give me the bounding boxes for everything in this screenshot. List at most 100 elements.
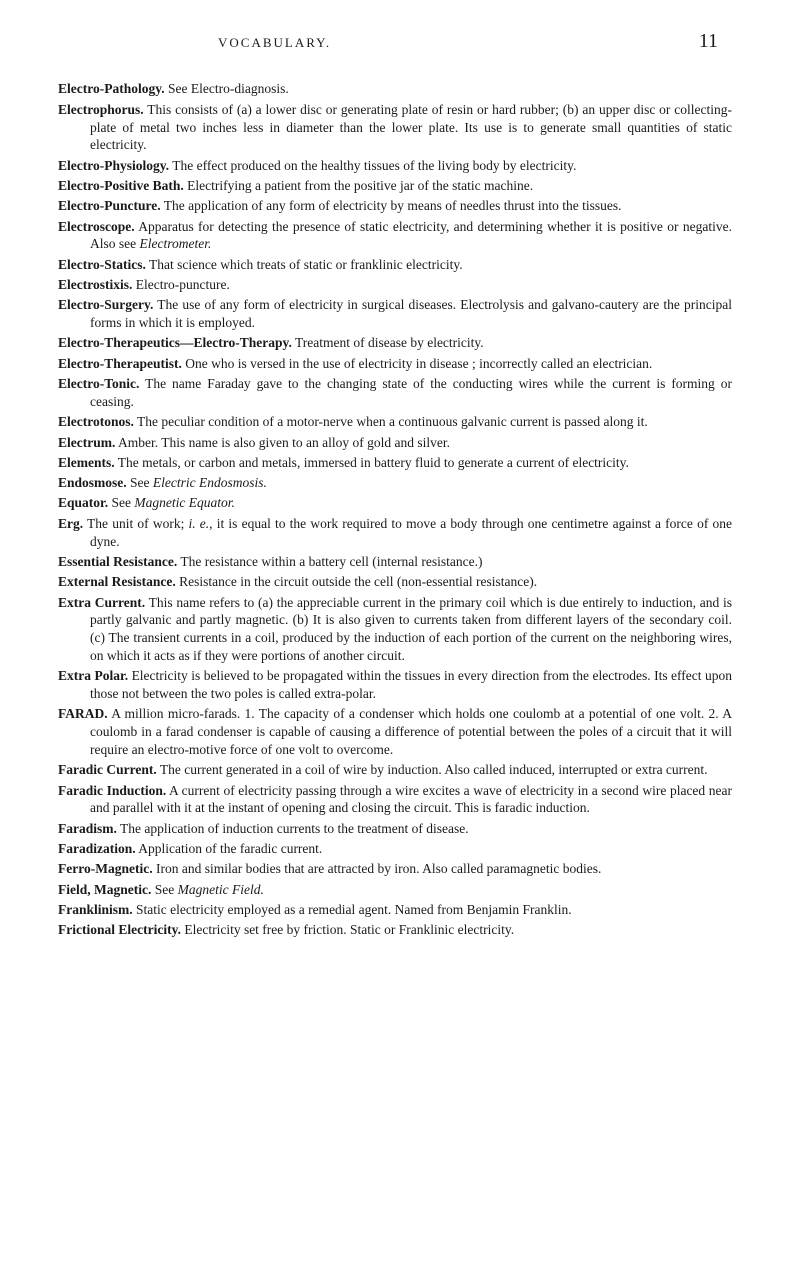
- entry-body: Static electricity employed as a remedia…: [133, 902, 572, 917]
- entry-term: Electroscope.: [58, 219, 135, 234]
- vocabulary-entry: Endosmose. See Electric Endosmosis.: [58, 474, 732, 492]
- entry-term: Endosmose.: [58, 475, 127, 490]
- vocabulary-entry: Electro-Positive Bath. Electrifying a pa…: [58, 177, 732, 195]
- entry-term: Faradic Induction.: [58, 783, 166, 798]
- vocabulary-entry: Electro-Puncture. The application of any…: [58, 197, 732, 215]
- entry-term: Electro-Surgery.: [58, 297, 153, 312]
- entry-body: The peculiar condition of a motor-nerve …: [134, 414, 648, 429]
- entry-body: Resistance in the circuit outside the ce…: [176, 574, 537, 589]
- vocabulary-entry: Elements. The metals, or carbon and meta…: [58, 454, 732, 472]
- vocabulary-entry: Electrophorus. This consists of (a) a lo…: [58, 101, 732, 154]
- entry-term: Extra Polar.: [58, 668, 128, 683]
- entry-term: FARAD.: [58, 706, 108, 721]
- vocabulary-entry: Electro-Physiology. The effect produced …: [58, 157, 732, 175]
- entry-body: Iron and similar bodies that are attract…: [153, 861, 602, 876]
- entry-body: Electrifying a patient from the positive…: [184, 178, 533, 193]
- entry-body: Treatment of disease by electricity.: [292, 335, 484, 350]
- vocabulary-entry: Electrostixis. Electro-puncture.: [58, 276, 732, 294]
- entry-body: A million micro-farads. 1. The capacity …: [90, 706, 732, 757]
- entry-term: Essential Resistance.: [58, 554, 177, 569]
- entry-term: Electrostixis.: [58, 277, 132, 292]
- entry-term: Electro-Therapeutics—Electro-Therapy.: [58, 335, 292, 350]
- running-head: VOCABULARY.: [218, 34, 331, 51]
- entry-body: The resistance within a battery cell (in…: [177, 554, 482, 569]
- entry-italic: Electric Endosmosis.: [153, 475, 267, 490]
- vocabulary-entry: Electrum. Amber. This name is also given…: [58, 434, 732, 452]
- entry-term: External Resistance.: [58, 574, 176, 589]
- entry-body: See: [151, 882, 177, 897]
- entry-body: The name Faraday gave to the changing st…: [90, 376, 732, 409]
- vocabulary-entry: External Resistance. Resistance in the c…: [58, 573, 732, 591]
- vocabulary-entry: Ferro-Magnetic. Iron and similar bodies …: [58, 860, 732, 878]
- vocabulary-entry: Faradic Induction. A current of electric…: [58, 782, 732, 818]
- entry-term: Erg.: [58, 516, 83, 531]
- entry-term: Faradic Current.: [58, 762, 157, 777]
- vocabulary-entry: Electro-Tonic. The name Faraday gave to …: [58, 375, 732, 411]
- entry-italic: i. e.: [189, 516, 210, 531]
- entry-body: See Electro-diagnosis.: [165, 81, 289, 96]
- entry-body: The unit of work;: [83, 516, 188, 531]
- vocabulary-entry: Electro-Pathology. See Electro-diagnosis…: [58, 80, 732, 98]
- entry-term: Ferro-Magnetic.: [58, 861, 153, 876]
- entry-body: The application of any form of electrici…: [161, 198, 622, 213]
- entry-body: Electro-puncture.: [132, 277, 229, 292]
- entry-italic: Electrometer.: [140, 236, 212, 251]
- entry-term: Elements.: [58, 455, 115, 470]
- entry-term: Electrophorus.: [58, 102, 144, 117]
- entry-body: This consists of (a) a lower disc or gen…: [90, 102, 732, 153]
- entry-term: Field, Magnetic.: [58, 882, 151, 897]
- entry-body: See: [127, 475, 153, 490]
- vocabulary-entry: Faradic Current. The current generated i…: [58, 761, 732, 779]
- vocabulary-entry: Electro-Therapeutics—Electro-Therapy. Tr…: [58, 334, 732, 352]
- entry-body: This name refers to (a) the appreciable …: [90, 595, 732, 663]
- entry-italic: Magnetic Equator.: [134, 495, 235, 510]
- entry-term: Faradization.: [58, 841, 136, 856]
- entry-term: Electrum.: [58, 435, 115, 450]
- vocabulary-entry: Electro-Surgery. The use of any form of …: [58, 296, 732, 332]
- vocabulary-entries: Electro-Pathology. See Electro-diagnosis…: [58, 80, 732, 939]
- entry-body: Application of the faradic current.: [136, 841, 323, 856]
- page-header: VOCABULARY. 11: [58, 28, 732, 54]
- vocabulary-entry: Extra Current. This name refers to (a) t…: [58, 594, 732, 665]
- vocabulary-entry: Franklinism. Static electricity employed…: [58, 901, 732, 919]
- vocabulary-entry: Equator. See Magnetic Equator.: [58, 494, 732, 512]
- entry-term: Electro-Puncture.: [58, 198, 161, 213]
- entry-body: A current of electricity passing through…: [90, 783, 732, 816]
- entry-body: The use of any form of electricity in su…: [90, 297, 732, 330]
- vocabulary-entry: Essential Resistance. The resistance wit…: [58, 553, 732, 571]
- vocabulary-entry: Faradization. Application of the faradic…: [58, 840, 732, 858]
- entry-term: Electro-Positive Bath.: [58, 178, 184, 193]
- entry-term: Electro-Pathology.: [58, 81, 165, 96]
- entry-body: See: [108, 495, 134, 510]
- entry-term: Extra Current.: [58, 595, 145, 610]
- entry-body: Electricity set free by friction. Static…: [181, 922, 514, 937]
- entry-term: Electro-Physiology.: [58, 158, 169, 173]
- entry-body: The current generated in a coil of wire …: [157, 762, 708, 777]
- vocabulary-entry: Field, Magnetic. See Magnetic Field.: [58, 881, 732, 899]
- entry-term: Electrotonos.: [58, 414, 134, 429]
- entry-term: Frictional Electricity.: [58, 922, 181, 937]
- entry-body: That science which treats of static or f…: [146, 257, 463, 272]
- entry-body: The application of induction currents to…: [117, 821, 469, 836]
- vocabulary-entry: Erg. The unit of work; i. e., it is equa…: [58, 515, 732, 551]
- vocabulary-entry: Electro-Statics. That science which trea…: [58, 256, 732, 274]
- entry-body: The metals, or carbon and metals, immers…: [115, 455, 629, 470]
- vocabulary-entry: Electrotonos. The peculiar condition of …: [58, 413, 732, 431]
- entry-term: Faradism.: [58, 821, 117, 836]
- entry-term: Electro-Therapeutist.: [58, 356, 182, 371]
- entry-body: One who is versed in the use of electric…: [182, 356, 652, 371]
- entry-italic: Magnetic Field.: [178, 882, 264, 897]
- vocabulary-entry: Faradism. The application of induction c…: [58, 820, 732, 838]
- entry-body: Electricity is believed to be propagated…: [90, 668, 732, 701]
- entry-term: Electro-Statics.: [58, 257, 146, 272]
- entry-body: Amber. This name is also given to an all…: [115, 435, 450, 450]
- entry-term: Electro-Tonic.: [58, 376, 139, 391]
- page-number: 11: [699, 28, 718, 54]
- vocabulary-entry: Frictional Electricity. Electricity set …: [58, 921, 732, 939]
- vocabulary-entry: Electroscope. Apparatus for detecting th…: [58, 218, 732, 254]
- entry-term: Franklinism.: [58, 902, 133, 917]
- entry-term: Equator.: [58, 495, 108, 510]
- vocabulary-entry: Extra Polar. Electricity is believed to …: [58, 667, 732, 703]
- entry-body: The effect produced on the healthy tissu…: [169, 158, 576, 173]
- vocabulary-entry: FARAD. A million micro-farads. 1. The ca…: [58, 705, 732, 758]
